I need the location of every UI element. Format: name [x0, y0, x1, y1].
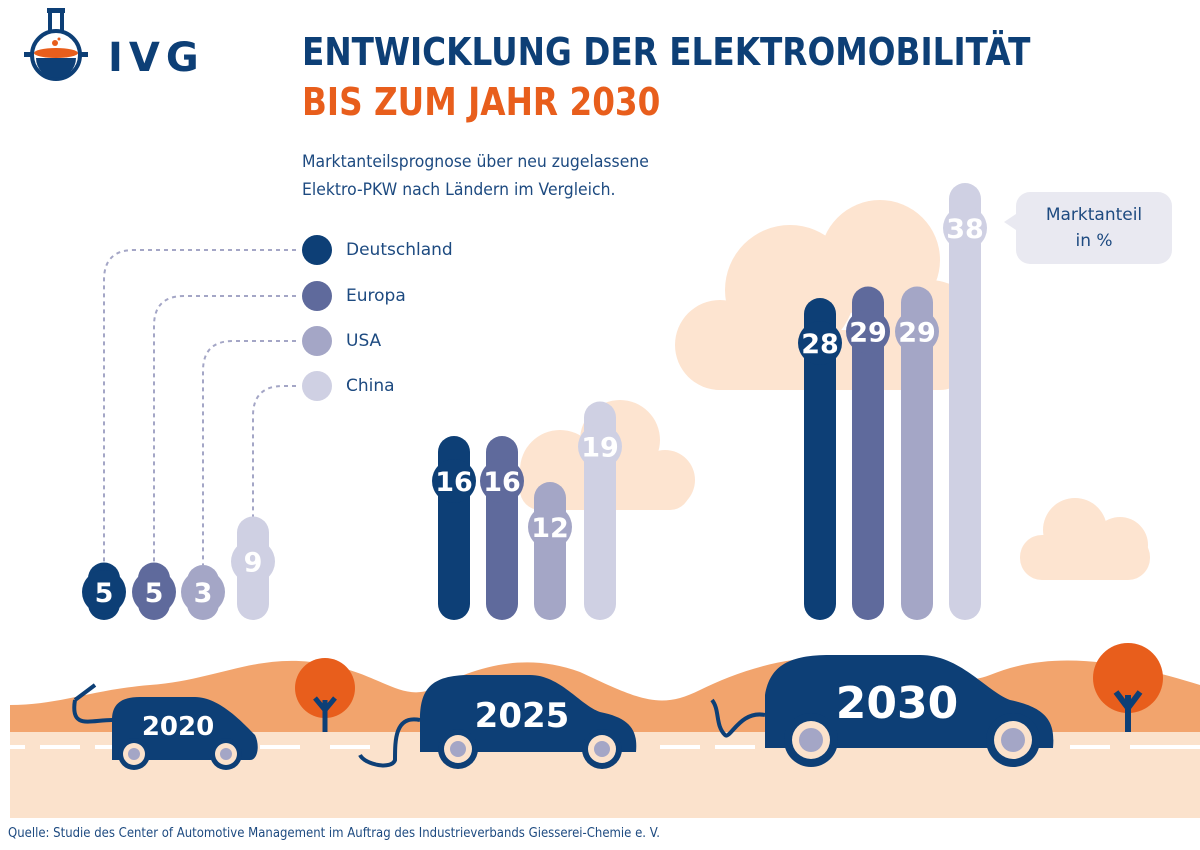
title-line-2: BIS ZUM JAHR 2030 [302, 80, 661, 124]
value-bubble [943, 206, 987, 250]
legend-label: Europa [346, 286, 406, 306]
value-bubble [798, 321, 842, 365]
subtitle-line-2: Elektro-PKW nach Ländern im Vergleich. [302, 180, 616, 200]
logo-text: IVG [108, 35, 205, 81]
legend-swatch [302, 235, 332, 265]
unit-callout: Marktanteil in % [1004, 192, 1172, 264]
callout-line-1: Marktanteil [1045, 205, 1143, 225]
value-bubble [578, 424, 622, 469]
legend-item: Deutschland [302, 235, 453, 265]
legend-swatch [302, 371, 332, 401]
legend-label: China [346, 376, 395, 396]
data-label: 19 [581, 433, 619, 464]
value-bubble [480, 459, 524, 503]
legend-label: Deutschland [346, 240, 453, 260]
value-bubble [132, 570, 176, 614]
value-bubble [82, 570, 126, 614]
data-label: 5 [145, 578, 164, 609]
value-bubble [231, 539, 275, 584]
bar-usa-2030 [901, 286, 933, 620]
car-2030-icon: 2030 [710, 655, 1054, 767]
data-label: 28 [801, 329, 839, 360]
legend-connector [153, 295, 296, 563]
legend-label: USA [346, 331, 382, 351]
data-label: 29 [898, 318, 936, 349]
legend-item: China [302, 371, 395, 401]
value-bubble [528, 505, 572, 549]
data-label: 16 [483, 467, 521, 498]
car-label: 2020 [142, 712, 214, 742]
data-label: 9 [244, 548, 263, 579]
data-label: 12 [531, 513, 569, 544]
callout-line-2: in % [1075, 231, 1113, 251]
data-label: 38 [946, 214, 984, 245]
data-label: 16 [435, 467, 473, 498]
title-line-1: ENTWICKLUNG DER ELEKTROMOBILITÄT [302, 30, 1031, 74]
legend-item: USA [302, 326, 381, 356]
bar-usa-2025 [534, 482, 566, 620]
legend-swatch [302, 281, 332, 311]
value-bubble [181, 570, 225, 614]
tree-icon [1093, 643, 1163, 732]
bar-china-2030 [949, 183, 981, 620]
value-bubble [846, 309, 890, 354]
legend-swatch [302, 326, 332, 356]
tree-icon [295, 658, 355, 732]
data-label: 3 [194, 578, 213, 609]
bar-europa-2030 [852, 286, 884, 620]
car-label: 2030 [836, 678, 958, 729]
value-bubble [895, 309, 939, 354]
data-label: 5 [95, 578, 114, 609]
bar-deutschland-2030 [804, 298, 836, 620]
legend-item: Europa [302, 281, 406, 311]
car-2020-icon: 2020 [72, 683, 258, 770]
logo-flask-icon [24, 8, 88, 81]
legend-connector [103, 249, 296, 563]
legend-connector [252, 385, 296, 517]
car-label: 2025 [475, 696, 570, 736]
subtitle: Marktanteilsprognose über neu zugelassen… [302, 148, 649, 204]
data-label: 29 [849, 318, 887, 349]
source-note: Quelle: Studie des Center of Automotive … [8, 826, 660, 841]
car-2025-icon: 2025 [358, 675, 637, 769]
subtitle-line-1: Marktanteilsprognose über neu zugelassen… [302, 152, 649, 172]
value-bubble [432, 459, 476, 503]
